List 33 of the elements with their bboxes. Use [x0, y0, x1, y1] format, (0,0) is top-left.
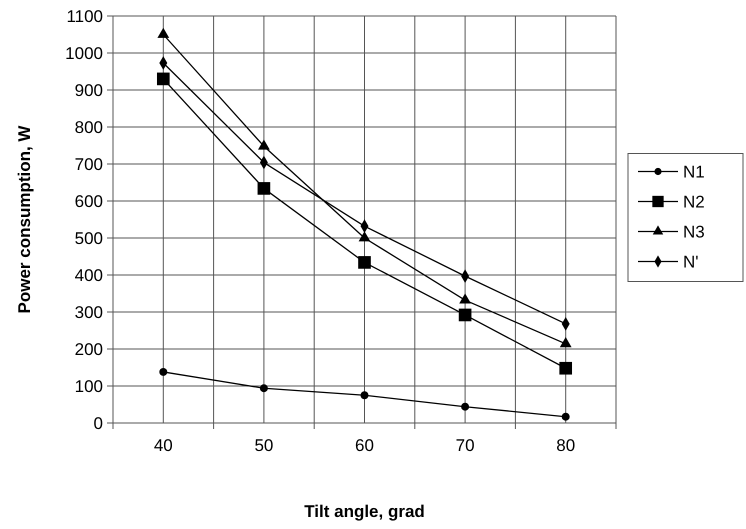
y-tick-label: 900 — [74, 80, 103, 100]
y-tick-label: 300 — [74, 302, 103, 322]
y-tick-label: 0 — [94, 414, 103, 433]
y-tick-label: 500 — [74, 228, 103, 248]
point — [559, 362, 572, 375]
legend-label: N1 — [683, 162, 705, 182]
point — [156, 72, 170, 86]
point — [258, 182, 270, 195]
y-tick-label: 1100 — [66, 6, 103, 26]
x-tick-label: 80 — [556, 436, 576, 455]
x-tick-label: 60 — [355, 436, 374, 455]
point — [458, 308, 472, 322]
point — [159, 368, 168, 376]
y-tick-label: 1000 — [65, 44, 103, 63]
x-axis-title: Tilt angle, grad — [304, 502, 425, 521]
legend-label: N2 — [683, 192, 705, 212]
legend-label: N3 — [683, 222, 705, 242]
point — [360, 391, 368, 400]
y-axis-title: Power consumption, W — [15, 124, 34, 314]
y-tick-label: 800 — [74, 118, 103, 137]
point — [260, 384, 268, 392]
point — [358, 256, 371, 269]
legend-label: N' — [683, 252, 699, 272]
y-tick-label: 600 — [74, 192, 103, 211]
x-tick-label: 70 — [456, 436, 475, 455]
y-tick-label: 400 — [74, 266, 103, 285]
x-tick-label: 50 — [254, 436, 274, 455]
point — [562, 412, 570, 421]
y-tick-label: 100 — [74, 376, 103, 396]
point — [461, 402, 470, 411]
y-tick-label: 700 — [74, 154, 103, 174]
x-tick-label: 40 — [154, 436, 173, 455]
y-tick-label: 200 — [74, 340, 103, 359]
